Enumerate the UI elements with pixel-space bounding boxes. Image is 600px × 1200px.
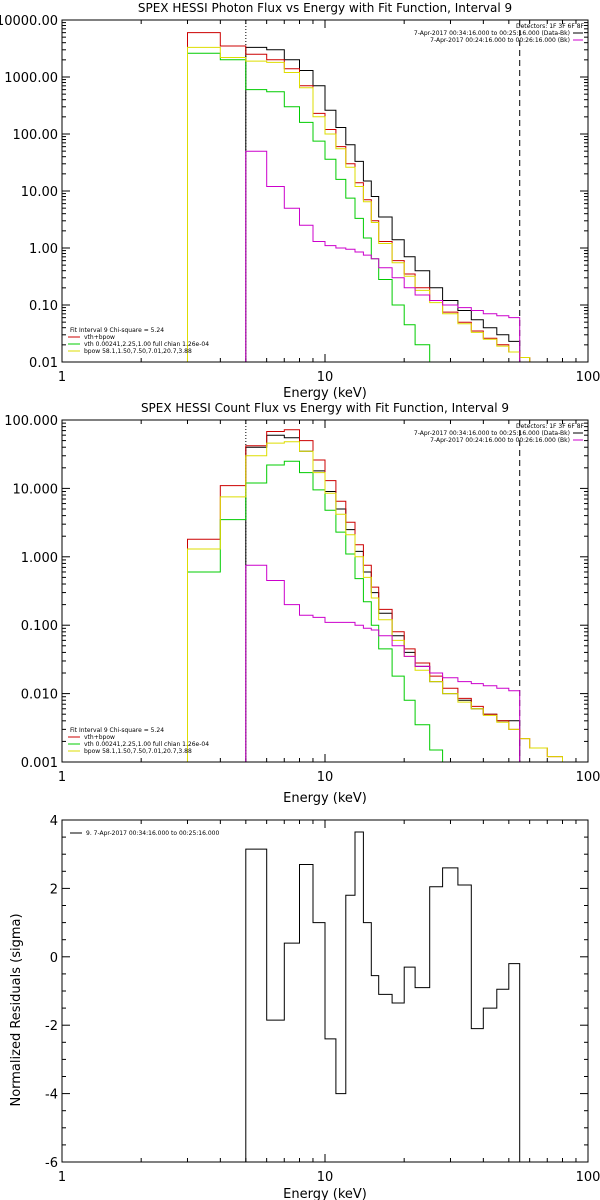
legend-entry-label: 7-Apr-2017 00:34:16.000 to 00:25:16.000 … <box>414 430 570 437</box>
series-group <box>187 32 531 362</box>
legend-entry-label: bpow 58.1,1.50,7.50,7.01,20.7,3.88 <box>84 748 192 755</box>
y-tick-label: -2 <box>45 1019 58 1034</box>
legend-entry-label: 9. 7-Apr-2017 00:34:16.000 to 00:25:16.0… <box>86 830 219 837</box>
legend-entry-label: 7-Apr-2017 00:24:16.000 to 00:26:16.000 … <box>430 437 570 444</box>
chart-title: SPEX HESSI Count Flux vs Energy with Fit… <box>141 401 509 415</box>
y-tick-label: -4 <box>45 1088 58 1103</box>
y-tick-label: 0 <box>50 951 58 966</box>
x-tick-label: 10 <box>317 370 334 385</box>
series-group <box>245 831 521 1162</box>
y-tick-label: 100.00 <box>13 128 59 143</box>
legend-entry-label: vth 0.00241,2.25,1.00 full chian 1.26e-0… <box>84 341 209 348</box>
y-tick-label: 0.001 <box>21 756 58 771</box>
plot-frame <box>61 419 589 763</box>
x-tick-label: 1 <box>58 770 66 785</box>
legend-bottom-left: Fit Interval 9 Chi-square = 5.24vth+bpow… <box>68 727 209 755</box>
x-tick-label: 10 <box>317 770 334 785</box>
detectors-label: Detectors: 1F 3F 6F 8F <box>516 23 585 30</box>
fit-interval-label: Fit Interval 9 Chi-square = 5.24 <box>70 327 164 334</box>
x-tick-label: 10 <box>317 1170 334 1185</box>
x-axis-label: Energy (keV) <box>283 386 367 401</box>
series-9-7-apr-2017-00-34-16-000-to-00-25-16-000 <box>245 831 521 1162</box>
residuals-panel: 1 10 100 4 2 0 -2 -4 -6 9. 7-Apr-2017 00:34:16.00… <box>9 814 600 1200</box>
y-tick-label: 100.000 <box>4 414 58 429</box>
series-bk <box>245 564 521 762</box>
series-data-bk <box>245 46 521 362</box>
x-tick-label: 100 <box>576 1170 600 1185</box>
fit-interval-label: Fit Interval 9 Chi-square = 5.24 <box>70 727 164 734</box>
plot-frame <box>61 819 589 1163</box>
y-tick-label: -6 <box>45 1156 58 1171</box>
legend-bottom-left: Fit Interval 9 Chi-square = 5.24vth+bpow… <box>68 327 209 355</box>
series-vth-bpow <box>187 429 563 762</box>
series-group <box>187 429 563 762</box>
series-bpow <box>187 46 531 362</box>
series-bpow <box>187 441 563 762</box>
detectors-label: Detectors: 1F 3F 6F 8F <box>516 423 585 430</box>
y-tick-label: 1.000 <box>21 551 58 566</box>
series-bk <box>245 150 521 362</box>
x-tick-label: 100 <box>576 370 600 385</box>
y-tick-label: 1.00 <box>29 242 58 257</box>
series-vth-bpow <box>187 32 531 362</box>
y-axis-ticks: 10000.00 1000.00 100.00 10.00 1.00 0.10 0.01 <box>0 14 588 371</box>
legend-entry-label: vth 0.00241,2.25,1.00 full chian 1.26e-0… <box>84 741 209 748</box>
x-axis-label: Energy (keV) <box>283 1187 367 1200</box>
x-tick-label: 100 <box>576 770 600 785</box>
y-tick-label: 0.010 <box>21 688 58 703</box>
legend-entry-label: 7-Apr-2017 00:24:16.000 to 00:26:16.000 … <box>430 37 570 44</box>
photon-flux-panel: SPEX HESSI Photon Flux vs Energy with Fi… <box>0 1 600 401</box>
y-axis-ticks: 100.000 10.000 1.000 0.100 0.010 0.001 <box>4 414 588 771</box>
plot-frame <box>61 19 589 363</box>
y-tick-label: 2 <box>50 882 58 897</box>
series-data-bk <box>245 434 521 762</box>
y-tick-label: 0.10 <box>29 299 58 314</box>
y-tick-label: 10000.00 <box>0 14 58 29</box>
x-axis-ticks: 1 10 100 <box>58 20 600 385</box>
y-axis-ticks: 4 2 0 -2 -4 -6 <box>45 814 588 1171</box>
y-tick-label: 4 <box>50 814 58 829</box>
x-axis-ticks: 1 10 100 <box>58 820 600 1185</box>
count-flux-panel: SPEX HESSI Count Flux vs Energy with Fit… <box>4 401 600 806</box>
chart-title: SPEX HESSI Photon Flux vs Energy with Fi… <box>138 1 512 15</box>
legend-top-right: Detectors: 1F 3F 6F 8F7-Apr-2017 00:34:1… <box>414 423 585 444</box>
legend-top-right: Detectors: 1F 3F 6F 8F7-Apr-2017 00:34:1… <box>414 23 585 44</box>
legend-top-left: 9. 7-Apr-2017 00:34:16.000 to 00:25:16.0… <box>70 830 219 837</box>
x-tick-label: 1 <box>58 1170 66 1185</box>
y-tick-label: 0.100 <box>21 619 58 634</box>
legend-entry-label: bpow 58.1,1.50,7.50,7.01,20.7,3.88 <box>84 348 192 355</box>
y-tick-label: 0.01 <box>29 356 58 371</box>
x-axis-ticks: 1 10 100 <box>58 420 600 785</box>
y-tick-label: 10.00 <box>21 185 58 200</box>
x-tick-label: 1 <box>58 370 66 385</box>
legend-entry-label: vth+bpow <box>84 334 115 341</box>
x-axis-label: Energy (keV) <box>283 791 367 806</box>
y-tick-label: 10.000 <box>13 482 59 497</box>
y-axis-label: Normalized Residuals (sigma) <box>9 913 24 1106</box>
y-tick-label: 1000.00 <box>4 71 58 86</box>
legend-entry-label: vth+bpow <box>84 734 115 741</box>
series-vth <box>187 52 431 362</box>
legend-entry-label: 7-Apr-2017 00:34:16.000 to 00:25:16.000 … <box>414 30 570 37</box>
series-vth <box>187 460 444 762</box>
